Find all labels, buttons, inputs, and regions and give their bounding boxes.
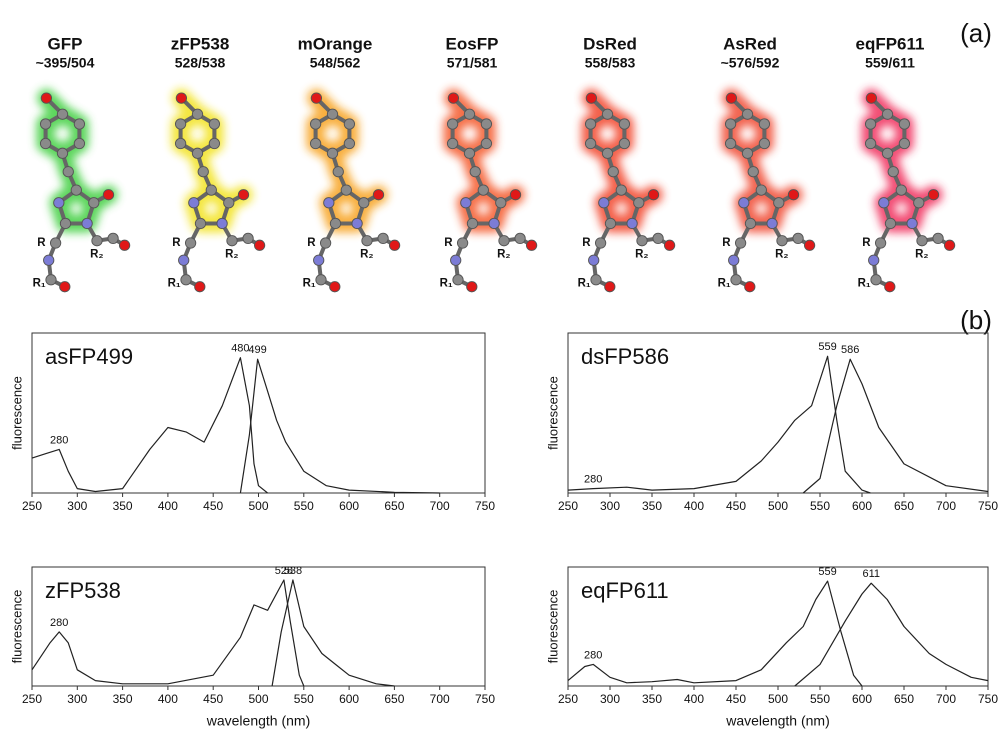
x-tick-label: 400 <box>684 692 704 706</box>
x-tick-label: 550 <box>294 499 314 513</box>
protein-name: mOrange <box>298 34 373 53</box>
protein-wavelengths: 571/581 <box>447 55 498 71</box>
protein-wavelengths: 528/538 <box>175 55 226 71</box>
protein-wavelengths: 558/583 <box>585 55 636 71</box>
x-tick-label: 550 <box>810 499 830 513</box>
x-tick-label: 250 <box>22 499 42 513</box>
protein-wavelengths: ~576/592 <box>721 55 780 71</box>
x-tick-label: 700 <box>936 499 956 513</box>
peak-label: 538 <box>284 565 302 577</box>
x-tick-label: 300 <box>67 692 87 706</box>
x-tick-label: 750 <box>978 692 998 706</box>
protein-wavelengths: 548/562 <box>310 55 361 71</box>
x-tick-label: 550 <box>810 692 830 706</box>
x-tick-label: 650 <box>894 499 914 513</box>
page: R R₂ R₁ (a) (b) GFP~395/504zFP538528/538… <box>0 0 1008 733</box>
x-tick-label: 450 <box>726 499 746 513</box>
x-tick-label: 750 <box>978 499 998 513</box>
protein-name: GFP <box>48 34 83 53</box>
protein-name: eqFP611 <box>856 34 925 53</box>
spectrum-line <box>568 356 870 493</box>
chromophore <box>33 93 130 292</box>
x-tick-label: 500 <box>248 692 268 706</box>
figure: R R₂ R₁ (a) (b) GFP~395/504zFP538528/538… <box>0 0 1008 733</box>
spectrum-line <box>272 580 394 686</box>
y-axis-label: fluorescence <box>9 376 24 450</box>
x-tick-label: 600 <box>339 499 359 513</box>
protein-name: AsRed <box>723 34 777 53</box>
protein-wavelengths: ~395/504 <box>36 55 95 71</box>
spectrum-line <box>240 359 439 493</box>
x-tick-label: 750 <box>475 499 495 513</box>
x-tick-label: 450 <box>203 499 223 513</box>
x-tick-label: 650 <box>894 692 914 706</box>
protein-name: EosFP <box>446 34 499 53</box>
chromophore <box>168 93 265 292</box>
peak-label: 280 <box>50 617 68 629</box>
x-tick-label: 350 <box>642 499 662 513</box>
x-tick-label: 450 <box>726 692 746 706</box>
x-tick-label: 250 <box>558 499 578 513</box>
panel-label: (a) <box>960 18 992 48</box>
y-axis-label: fluorescence <box>9 590 24 664</box>
peak-label: 480 <box>231 343 249 355</box>
x-tick-label: 700 <box>936 692 956 706</box>
x-tick-label: 600 <box>852 499 872 513</box>
x-tick-label: 400 <box>684 499 704 513</box>
x-tick-label: 500 <box>768 692 788 706</box>
chromophore <box>718 93 815 292</box>
x-tick-label: 250 <box>22 692 42 706</box>
x-tick-label: 600 <box>852 692 872 706</box>
peak-label: 559 <box>818 341 836 353</box>
y-axis-label: fluorescence <box>545 590 560 664</box>
protein-wavelengths: 559/611 <box>865 55 915 71</box>
x-axis-label: wavelength (nm) <box>206 713 311 729</box>
x-tick-label: 450 <box>203 692 223 706</box>
x-tick-label: 500 <box>248 499 268 513</box>
chromophore <box>858 93 955 292</box>
x-tick-label: 600 <box>339 692 359 706</box>
x-tick-label: 400 <box>158 692 178 706</box>
chromophore <box>440 93 537 292</box>
peak-label: 280 <box>50 434 68 446</box>
x-tick-label: 500 <box>768 499 788 513</box>
x-tick-label: 250 <box>558 692 578 706</box>
x-tick-label: 650 <box>384 499 404 513</box>
chromophore <box>578 93 675 292</box>
chart-title: asFP499 <box>45 344 133 369</box>
peak-label: 611 <box>862 568 880 580</box>
protein-name: zFP538 <box>171 34 230 53</box>
protein-name: DsRed <box>583 34 637 53</box>
x-tick-label: 350 <box>113 499 133 513</box>
chromophore <box>303 93 400 292</box>
x-tick-label: 750 <box>475 692 495 706</box>
y-axis-label: fluorescence <box>545 376 560 450</box>
x-tick-label: 700 <box>430 499 450 513</box>
spectrum-line <box>795 583 988 686</box>
x-tick-label: 350 <box>113 692 133 706</box>
x-axis-label: wavelength (nm) <box>725 713 830 729</box>
x-tick-label: 700 <box>430 692 450 706</box>
peak-label: 499 <box>248 344 266 356</box>
x-tick-label: 300 <box>600 499 620 513</box>
x-tick-label: 300 <box>600 692 620 706</box>
chart-title: eqFP611 <box>581 578 669 603</box>
x-tick-label: 400 <box>158 499 178 513</box>
x-tick-label: 650 <box>384 692 404 706</box>
x-tick-label: 300 <box>67 499 87 513</box>
peak-label: 559 <box>818 566 836 578</box>
panel-label: (b) <box>960 305 992 335</box>
chart-title: zFP538 <box>45 578 121 603</box>
peak-label: 586 <box>841 344 859 356</box>
chart-title: dsFP586 <box>581 344 669 369</box>
x-tick-label: 350 <box>642 692 662 706</box>
peak-label: 280 <box>584 474 602 486</box>
spectrum-line <box>32 358 268 493</box>
peak-label: 280 <box>584 649 602 661</box>
x-tick-label: 550 <box>294 692 314 706</box>
